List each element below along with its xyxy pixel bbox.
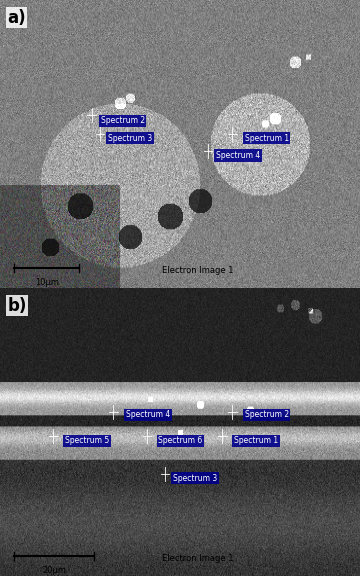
Text: 20μm: 20μm bbox=[42, 566, 66, 575]
Text: Electron Image 1: Electron Image 1 bbox=[162, 554, 234, 563]
Text: Spectrum 4: Spectrum 4 bbox=[216, 151, 260, 160]
Text: Spectrum 3: Spectrum 3 bbox=[108, 134, 152, 143]
Text: a): a) bbox=[7, 9, 26, 26]
Text: 10μm: 10μm bbox=[35, 278, 59, 287]
Text: Spectrum 2: Spectrum 2 bbox=[245, 410, 289, 419]
Text: Spectrum 1: Spectrum 1 bbox=[234, 436, 278, 445]
Text: Spectrum 1: Spectrum 1 bbox=[245, 134, 289, 143]
Text: Spectrum 4: Spectrum 4 bbox=[126, 410, 170, 419]
Text: Spectrum 5: Spectrum 5 bbox=[65, 436, 109, 445]
Text: Electron Image 1: Electron Image 1 bbox=[162, 266, 234, 275]
Text: b): b) bbox=[7, 297, 27, 314]
Text: Spectrum 2: Spectrum 2 bbox=[101, 116, 145, 126]
Text: Spectrum 6: Spectrum 6 bbox=[158, 436, 203, 445]
Text: Spectrum 3: Spectrum 3 bbox=[173, 473, 217, 483]
